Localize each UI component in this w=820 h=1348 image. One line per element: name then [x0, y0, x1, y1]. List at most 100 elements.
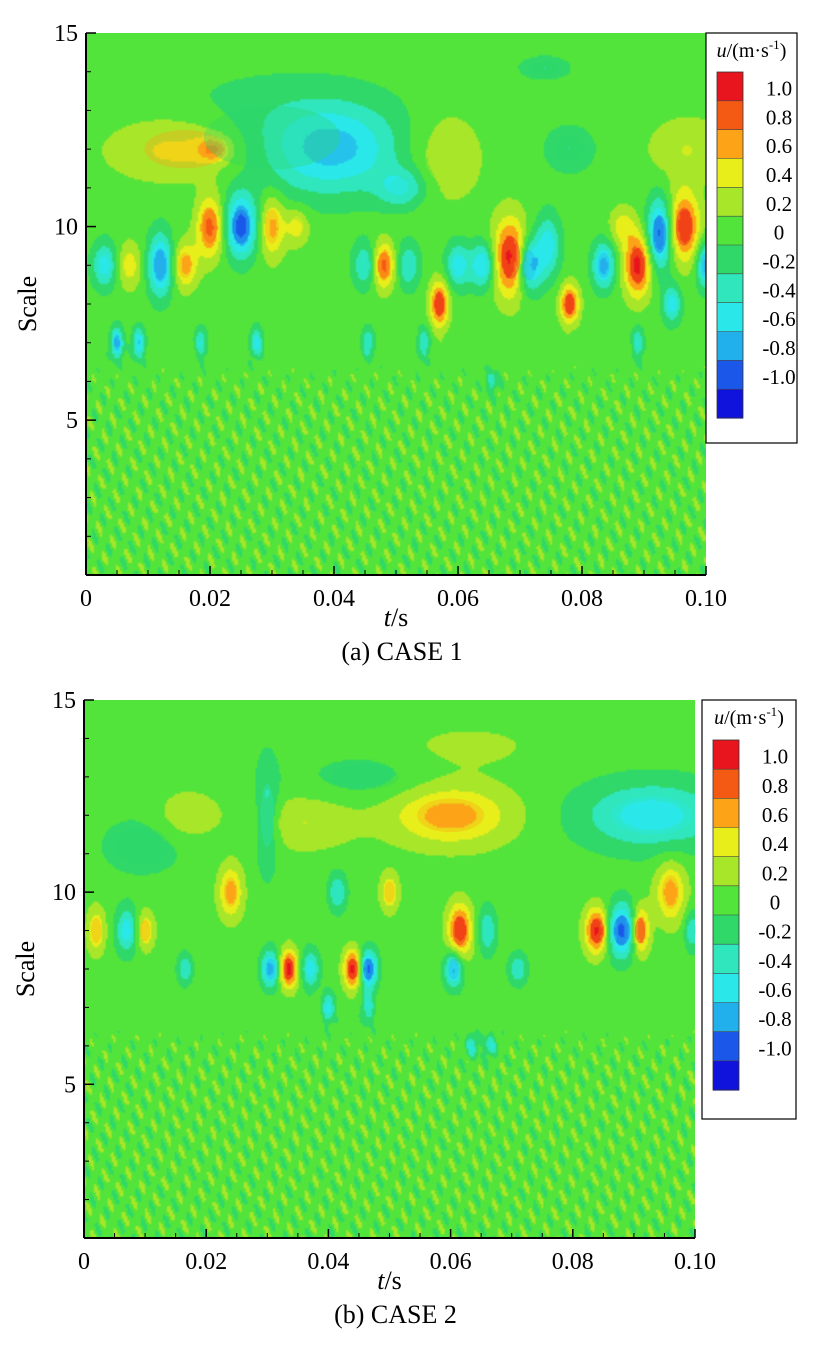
colorbar-label-0: 1.0 — [766, 76, 792, 100]
feature-mark-26 — [564, 293, 575, 315]
x-axis-title-unit: /s — [391, 603, 408, 632]
feature-mark-14 — [305, 958, 316, 980]
colorbar-label-10: -1.0 — [762, 365, 795, 389]
colorbar-label-3: 0.4 — [766, 163, 793, 187]
feature-mark-18 — [377, 252, 390, 279]
x-tick-label-5: 0.10 — [685, 586, 727, 612]
colorbar-swatch-9 — [717, 331, 743, 361]
colorbar-swatch-7 — [713, 944, 739, 974]
colorbar-label-2: 0.6 — [766, 134, 792, 158]
feature-mark-20 — [434, 291, 445, 317]
colorbar-label-8: -0.6 — [758, 978, 791, 1002]
feature-mark-29 — [652, 215, 667, 254]
feature-mark-2 — [171, 802, 205, 828]
colorbar-swatch-10 — [713, 1031, 739, 1062]
feature-mark-22 — [590, 917, 604, 944]
x-axis-title: t/s — [377, 1266, 402, 1295]
feature-mark-4 — [388, 177, 416, 199]
feature-mark-2 — [299, 125, 369, 173]
colorbar-label-0: 1.0 — [762, 745, 788, 769]
panel-caption: (a) CASE 1 — [341, 637, 462, 666]
y-axis-title: Scale — [11, 941, 40, 997]
colorbar-label-4: 0.2 — [766, 192, 792, 216]
y-tick-label-1: 10 — [52, 880, 76, 906]
feature-mark-5 — [260, 783, 275, 847]
colorbar-label-10: -1.0 — [758, 1036, 791, 1060]
y-tick-label-2: 15 — [54, 21, 78, 47]
y-tick-label-2: 15 — [52, 688, 76, 714]
x-axis-title-var: t — [384, 603, 392, 632]
feature-mark-12 — [178, 252, 193, 279]
feature-mark-12 — [283, 958, 294, 980]
colorbar-label-9: -0.8 — [762, 336, 795, 360]
feature-mark-17 — [358, 252, 372, 279]
colorbar-title-var: u — [717, 40, 727, 62]
colorbar-title: u/(m·s-1) — [717, 37, 787, 62]
feature-mark-16 — [289, 215, 304, 238]
feature-mark-25 — [662, 875, 679, 910]
y-tick-label-1: 10 — [54, 215, 78, 241]
feature-mark-5 — [425, 131, 467, 183]
x-axis-title-unit: /s — [384, 1266, 401, 1295]
x-tick-label-3: 0.06 — [430, 1249, 472, 1275]
colorbar-label-3: 0.4 — [762, 832, 789, 856]
colorbar-label-7: -0.4 — [758, 949, 792, 973]
feature-mark-13 — [202, 209, 218, 244]
feature-mark-28 — [630, 248, 646, 283]
feature-mark-40 — [634, 334, 642, 352]
feature-mark-15 — [347, 958, 358, 980]
colorbar-swatch-9 — [713, 1002, 739, 1033]
feature-mark-1 — [204, 142, 222, 156]
feature-mark-8 — [91, 917, 102, 944]
colorbar-label-4: 0.2 — [762, 861, 788, 885]
feature-mark-35 — [135, 334, 143, 352]
feature-mark-8 — [531, 61, 559, 75]
feature-mark-19 — [402, 252, 415, 279]
feature-mark-32 — [615, 215, 630, 238]
feature-mark-24 — [634, 917, 646, 944]
feature-mark-21 — [451, 252, 465, 279]
feature-mark-15 — [265, 209, 279, 244]
x-tick-label-4: 0.08 — [561, 586, 603, 612]
feature-mark-37 — [253, 334, 260, 352]
x-axis-title-var: t — [377, 1266, 385, 1295]
feature-mark-4 — [115, 827, 169, 866]
feature-mark-27 — [597, 252, 610, 279]
heatmap-field — [84, 700, 695, 1238]
feature-mark-31 — [468, 1039, 476, 1053]
colorbar-label-7: -0.4 — [762, 278, 796, 302]
feature-mark-27 — [180, 960, 189, 978]
colorbar-label-5: 0 — [774, 221, 785, 245]
colorbar-swatch-7 — [717, 273, 743, 304]
colorbar-swatch-0 — [717, 72, 743, 102]
feature-mark-6 — [555, 136, 584, 162]
feature-mark-39 — [420, 334, 428, 352]
colorbar-swatch-10 — [717, 360, 743, 390]
colorbar-label-1: 0.8 — [766, 105, 792, 129]
feature-mark-36 — [197, 334, 205, 352]
feature-mark-17 — [384, 881, 395, 903]
feature-mark-9 — [97, 252, 112, 279]
feature-mark-7 — [428, 733, 510, 759]
colorbar-swatch-8 — [717, 302, 743, 333]
panel-a: 0 0.02 0.04 0.06 0.08 0.10 5 10 15 t/s Scale (a) CA… — [0, 0, 820, 672]
heatmap-field — [86, 33, 706, 575]
colorbar-label-5: 0 — [770, 890, 781, 914]
feature-mark-24 — [522, 250, 537, 281]
feature-mark-1 — [277, 808, 331, 838]
feature-mark-33 — [666, 293, 678, 315]
feature-mark-3 — [203, 105, 341, 170]
feature-mark-10 — [140, 920, 151, 942]
y-tick-label-0: 5 — [66, 408, 78, 434]
feature-mark-11 — [153, 248, 168, 283]
colorbar-swatch-5 — [717, 216, 743, 246]
x-tick-label-1: 0.02 — [185, 1249, 227, 1275]
colorbar-label-1: 0.8 — [762, 774, 788, 798]
feature-mark-9 — [120, 917, 133, 944]
chart-b: 0 0.02 0.04 0.06 0.08 0.10 5 10 15 t/s Scale (b) CA… — [11, 688, 797, 1329]
feature-mark-11 — [223, 877, 238, 907]
colorbar-swatch-1 — [713, 769, 739, 799]
feature-mark-28 — [332, 881, 343, 903]
colorbar-swatch-6 — [717, 245, 743, 275]
feature-mark-3 — [611, 796, 693, 835]
